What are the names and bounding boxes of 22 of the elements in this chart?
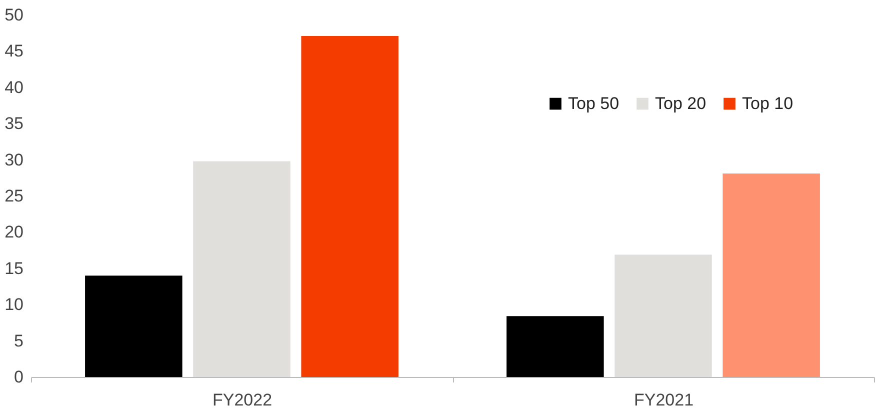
y-tick-label: 5 (14, 331, 24, 350)
bar (614, 254, 712, 377)
y-tick-label: 0 (14, 368, 24, 386)
y-tick-label: 50 (4, 6, 24, 24)
legend-label: Top 20 (655, 94, 706, 113)
x-tick-label: FY2021 (634, 390, 694, 410)
y-tick-label: 20 (4, 222, 24, 242)
y-tick-label: 15 (4, 258, 24, 278)
bar (85, 276, 182, 377)
bar (722, 174, 820, 377)
y-tick-label: 35 (4, 114, 24, 134)
bar (193, 161, 290, 377)
y-tick-label: 40 (4, 78, 24, 97)
legend-label: Top 50 (568, 94, 620, 113)
bar (506, 316, 604, 377)
y-tick-label: 45 (4, 42, 24, 61)
legend-label: Top 10 (742, 94, 794, 113)
y-tick-label: 10 (4, 295, 24, 314)
y-tick-label: 30 (4, 150, 24, 170)
bar (301, 36, 398, 377)
y-tick-label: 25 (4, 186, 24, 206)
x-tick-label: FY2022 (212, 390, 272, 410)
